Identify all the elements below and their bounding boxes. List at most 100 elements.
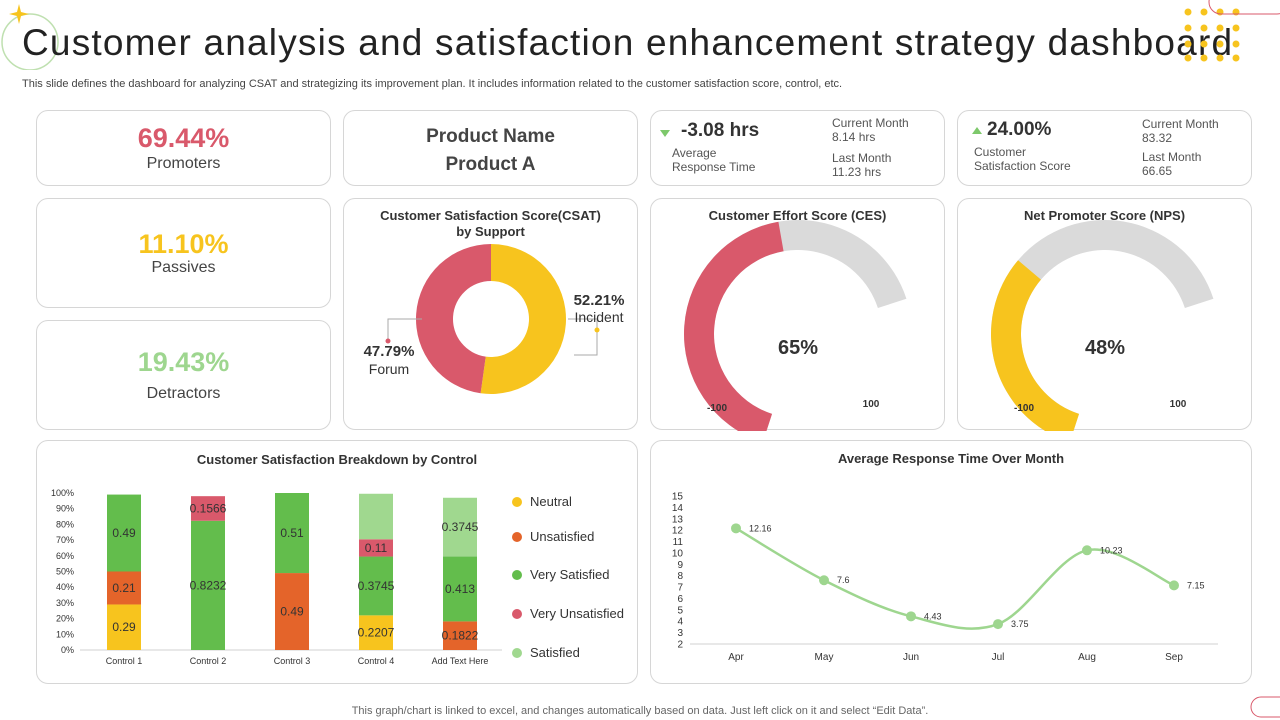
legend-label: Satisfied [530, 645, 580, 660]
x-category-label: Sep [1165, 652, 1183, 663]
line-value-label: 7.15 [1187, 580, 1205, 590]
y-tick-label: 70% [56, 535, 74, 545]
breakdown-bar-chart: 0% 10% 20% 30% 40% 50% 60% 70% 80% 90% 100% 0.29 0.2… [51, 488, 502, 666]
legend-item-neutral: Neutral [512, 494, 572, 509]
legend-dot-satisfied [512, 648, 522, 658]
y-tick-label: 2 [677, 640, 683, 651]
x-category-label: Aug [1078, 652, 1096, 663]
legend-dot-unsatisfied [512, 532, 522, 542]
bar-value-label: 0.11 [365, 541, 388, 555]
legend-item-very-unsatisfied: Very Unsatisfied [512, 606, 624, 621]
page-title: Customer analysis and satisfaction enhan… [22, 22, 1234, 63]
bar-segment-satisfied [443, 497, 477, 557]
detractors-value: 19.43% [137, 347, 230, 377]
gauge-fill [991, 260, 1080, 431]
csat-kpi-label-2: Satisfaction Score [974, 159, 1071, 173]
csat-chart-title-1: Customer Satisfaction Score(CSAT) [380, 208, 601, 223]
response-last-value: 11.23 hrs [832, 165, 882, 179]
y-tick-label: 13 [672, 514, 684, 525]
y-tick-label: 80% [56, 519, 74, 529]
donut-slice-incident [480, 244, 566, 394]
response-time-card: -3.08 hrs Average Response Time Current … [650, 110, 945, 186]
x-category-label: Jun [903, 652, 919, 663]
bar-segment-very-satisfied [191, 520, 225, 650]
csat-kpi-value: 24.00% [987, 119, 1052, 140]
passives-card: 11.10% Passives [36, 198, 331, 308]
bar-value-label: 0.49 [280, 605, 304, 619]
y-tick-label: 10% [56, 629, 74, 639]
line-point [1169, 580, 1179, 591]
bar-segment-neutral [359, 615, 393, 650]
ces-gauge-max: 100 [863, 399, 880, 410]
y-tick-label: 0% [61, 645, 74, 655]
response-time-label-1: Average [672, 146, 717, 160]
csat-last-label: Last Month [1142, 150, 1202, 164]
line-point [731, 523, 741, 534]
response-current-value: 8.14 hrs [832, 130, 876, 144]
x-category-label: Jul [992, 652, 1005, 663]
bar-segment-very-unsatisfied [359, 539, 393, 557]
response-time-label-2: Response Time [672, 160, 756, 174]
y-tick-label: 30% [56, 598, 74, 608]
legend-label: Very Unsatisfied [530, 606, 624, 621]
nps-gauge-chart: 48% -100 100 [991, 220, 1214, 431]
legend-dot-neutral [512, 497, 522, 507]
line-point [906, 611, 916, 622]
x-category-label: May [815, 652, 834, 663]
y-tick-label: 15 [672, 492, 684, 503]
csat-last-value: 66.65 [1142, 164, 1173, 178]
csat-donut-card: Customer Satisfaction Score(CSAT) by Sup… [343, 198, 638, 430]
ces-gauge-value: 65% [778, 337, 818, 359]
legend-item-unsatisfied: Unsatisfied [512, 529, 594, 544]
bar-value-label: 0.21 [112, 581, 136, 595]
nps-gauge-value: 48% [1085, 337, 1125, 359]
gauge-fill [684, 221, 784, 431]
up-arrow-icon [972, 127, 982, 134]
passives-label: Passives [151, 259, 216, 276]
donut-slice-forum [415, 244, 491, 394]
forum-pct-label: 47.79% [364, 343, 415, 360]
response-current-label: Current Month [832, 116, 909, 130]
incident-name-label: Incident [574, 309, 623, 325]
line-value-label: 4.43 [924, 611, 942, 621]
line-point [819, 575, 829, 586]
csat-kpi-card: 24.00% Customer Satisfaction Score Curre… [957, 110, 1252, 186]
bar-segment-very-satisfied [443, 556, 477, 622]
promoters-label: Promoters [146, 155, 221, 172]
y-tick-label: 10 [672, 548, 684, 559]
decor-dots [1184, 8, 1240, 62]
page-subtitle: This slide defines the dashboard for ana… [22, 78, 843, 90]
x-category-label: Control 2 [190, 656, 227, 666]
ces-gauge-chart: 65% -100 100 [684, 220, 907, 431]
bar-value-label: 0.3745 [358, 579, 395, 593]
down-arrow-icon [660, 130, 670, 137]
bar-segment-very-satisfied [359, 556, 393, 616]
incident-pct-label: 52.21% [574, 292, 625, 309]
csat-donut-chart: 52.21% Incident 47.79% Forum [364, 244, 625, 394]
y-tick-label: 14 [672, 503, 684, 514]
bar-value-label: 0.1566 [190, 501, 227, 515]
bar-segment-very-unsatisfied [191, 496, 225, 521]
line-value-label: 10.23 [1100, 545, 1123, 555]
response-time-line [735, 527, 1175, 630]
bar-segment-unsatisfied [443, 621, 477, 650]
y-tick-label: 90% [56, 504, 74, 514]
csat-current-label: Current Month [1142, 117, 1219, 131]
forum-leader-dot [385, 338, 391, 344]
legend-label: Very Satisfied [530, 567, 610, 582]
line-point [1082, 545, 1092, 556]
y-tick-label: 12 [672, 526, 684, 537]
y-tick-label: 8 [677, 571, 683, 582]
y-tick-label: 9 [677, 560, 683, 571]
x-category-label: Control 4 [358, 656, 395, 666]
forum-leader-line [387, 318, 422, 341]
line-value-label: 7.6 [837, 575, 850, 585]
product-name-value: Product A [445, 154, 536, 175]
legend-dot-very-satisfied [512, 570, 522, 580]
bar-segment-unsatisfied [107, 571, 141, 605]
legend-label: Unsatisfied [530, 529, 595, 544]
promoters-card: 69.44% Promoters [36, 110, 331, 186]
bar-segment-very-satisfied [107, 494, 141, 572]
x-category-label: Control 1 [106, 656, 143, 666]
legend-label: Neutral [530, 494, 572, 509]
